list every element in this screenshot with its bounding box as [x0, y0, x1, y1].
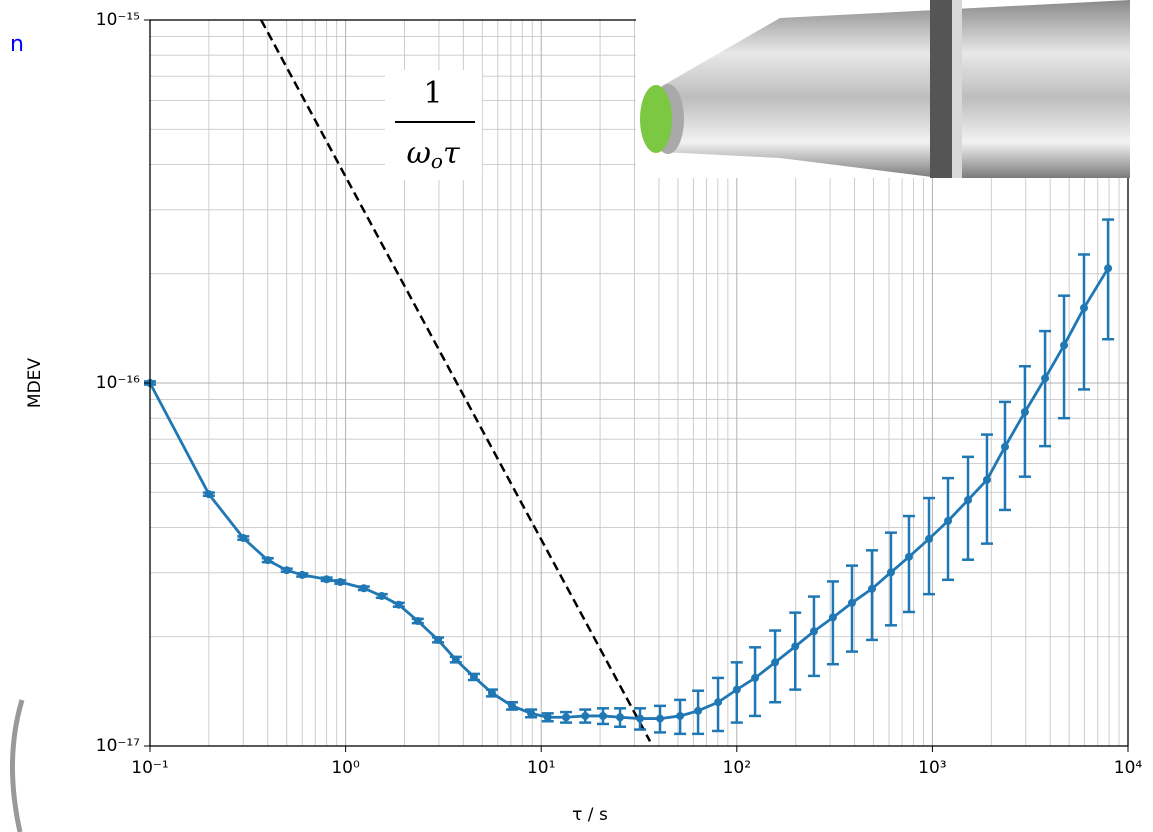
formula-subscript: o	[431, 149, 443, 173]
data-point	[263, 556, 272, 565]
data-point	[599, 711, 608, 720]
data-point	[809, 627, 818, 636]
data-point	[886, 568, 895, 577]
error-bar	[845, 564, 858, 653]
error-bar	[807, 595, 820, 678]
formula-denominator: ωoτ	[406, 136, 460, 173]
data-point	[751, 673, 760, 682]
data-point	[982, 475, 991, 484]
data-point	[298, 570, 307, 579]
data-point	[1000, 442, 1009, 451]
data-point	[944, 516, 953, 525]
data-point	[1079, 303, 1088, 312]
data-point	[636, 714, 645, 723]
data-point	[377, 591, 386, 600]
edge-decoration	[10, 699, 25, 832]
x-tick-label: 10⁻¹	[131, 758, 168, 778]
y-axis-label: MDEV	[25, 358, 45, 408]
formula-numerator: 1	[423, 76, 442, 111]
data-point	[676, 711, 685, 720]
error-bar	[769, 629, 782, 704]
error-bar	[865, 549, 878, 642]
data-point	[904, 552, 913, 561]
error-bar	[1018, 365, 1031, 478]
data-point	[507, 701, 516, 710]
error-bar	[1077, 253, 1090, 391]
data-point	[714, 698, 723, 707]
error-bar	[923, 496, 936, 596]
formula-box: 1 ωoτ	[385, 70, 482, 180]
y-tick-label: 10⁻¹⁵	[96, 10, 140, 30]
x-tick-label: 10⁰	[331, 758, 360, 778]
data-point	[925, 534, 934, 543]
error-bar	[902, 514, 915, 614]
y-tick-label: 10⁻¹⁷	[96, 736, 140, 756]
data-point	[562, 713, 571, 722]
data-point	[656, 714, 665, 723]
reference-line	[260, 19, 652, 742]
error-bar	[789, 611, 802, 691]
data-point	[867, 584, 876, 593]
data-point	[964, 496, 973, 505]
data-point	[469, 672, 478, 681]
data-point	[239, 534, 248, 543]
data-point	[694, 706, 703, 715]
x-tick-label: 10¹	[527, 758, 555, 778]
data-point	[322, 575, 331, 584]
data-point	[336, 578, 345, 587]
data-point	[359, 584, 368, 593]
x-tick-label: 10³	[918, 758, 946, 778]
x-tick-label: 10⁴	[1114, 758, 1143, 778]
error-bar	[998, 400, 1011, 512]
edge-text: n	[10, 32, 24, 57]
data-point	[828, 613, 837, 622]
data-point	[527, 709, 536, 718]
error-bar	[942, 476, 955, 582]
x-axis-label: τ / s	[572, 805, 608, 825]
data-point	[771, 658, 780, 667]
data-point	[581, 711, 590, 720]
data-point	[1020, 407, 1029, 416]
error-bar	[962, 455, 975, 561]
data-point	[732, 685, 741, 694]
data-point	[1060, 341, 1069, 350]
data-point	[282, 566, 291, 575]
plot-area	[144, 19, 1115, 742]
data-point	[543, 713, 552, 722]
error-bar	[1039, 329, 1052, 448]
data-point	[204, 490, 213, 499]
y-tick-label: 10⁻¹⁶	[96, 373, 140, 393]
data-point	[847, 598, 856, 607]
data-point	[413, 616, 422, 625]
error-bar	[1058, 294, 1071, 420]
x-tick-label: 10²	[723, 758, 751, 778]
data-point	[394, 600, 403, 609]
data-point	[487, 688, 496, 697]
formula-part: ω	[406, 136, 430, 171]
data-point	[1104, 264, 1113, 273]
error-bar	[884, 531, 897, 627]
data-point	[451, 655, 460, 664]
error-bar	[980, 433, 993, 545]
data-point	[791, 642, 800, 651]
error-bar	[1102, 218, 1115, 341]
data-point	[434, 635, 443, 644]
formula-part: τ	[443, 136, 460, 171]
data-point	[616, 713, 625, 722]
error-bar	[826, 580, 839, 666]
cavity-photo	[636, 0, 1130, 178]
data-point	[1041, 374, 1050, 383]
series-line	[148, 267, 1110, 720]
